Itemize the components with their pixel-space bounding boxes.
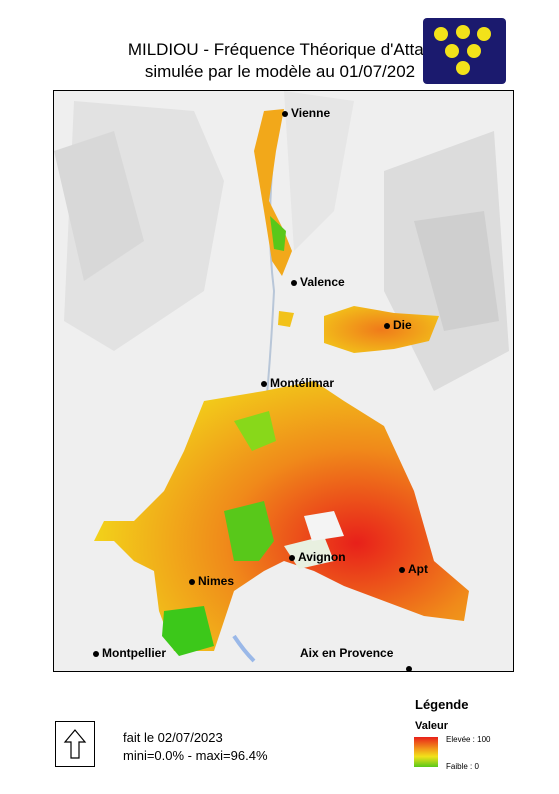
legend-subtitle: Valeur [415, 720, 449, 732]
city-marker-icon [384, 322, 390, 329]
city-marker-icon [399, 566, 405, 573]
footer-stats: mini=0.0% - maxi=96.4% [123, 748, 268, 763]
city-label-vienne: Vienne [282, 106, 330, 120]
legend-color-ramp [414, 737, 438, 767]
city-marker-aix [406, 661, 415, 671]
city-label-valence: Valence [291, 275, 345, 289]
map-title-line2: simulée par le modèle au 01/07/202 [144, 62, 416, 81]
city-marker-icon [189, 578, 195, 585]
grape-logo [423, 18, 506, 84]
legend-low-label: Faible : 0 [446, 762, 479, 771]
city-label-montpellier: Montpellier [93, 646, 166, 660]
risk-map [54, 91, 513, 671]
city-marker-icon [406, 665, 412, 671]
legend-title: Légende [415, 697, 469, 712]
city-label-nimes: Nimes [189, 574, 234, 588]
legend-high-label: Elevée : 100 [446, 735, 491, 744]
city-label-apt: Apt [399, 562, 428, 576]
city-marker-icon [289, 554, 295, 561]
city-marker-icon [261, 380, 267, 387]
city-marker-icon [291, 279, 297, 286]
city-label-die: Die [384, 318, 412, 332]
grape-cluster-icon [434, 25, 491, 75]
city-marker-icon [282, 110, 288, 117]
north-arrow [55, 721, 95, 767]
map-area: Vienne Valence Die Montélimar Avignon Ni… [53, 90, 514, 672]
north-arrow-icon [63, 729, 87, 759]
footer-date: fait le 02/07/2023 [123, 730, 223, 745]
city-label-avignon: Avignon [289, 550, 346, 564]
city-marker-icon [93, 650, 99, 657]
city-label-aix-en-provence: Aix en Provence [300, 646, 394, 660]
map-title-line1: MILDIOU - Fréquence Théorique d'Attac [127, 40, 433, 59]
city-label-montelimar: Montélimar [261, 376, 334, 390]
